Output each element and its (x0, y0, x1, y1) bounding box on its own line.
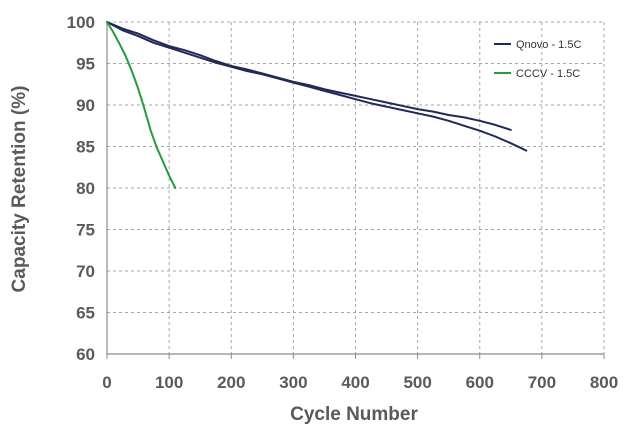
series-layer (106, 21, 528, 189)
x-tick-label: 100 (155, 373, 183, 392)
x-tick-label: 400 (341, 373, 369, 392)
series-line-qnovo-2 (106, 21, 528, 152)
series-line-cccv-3 (106, 21, 177, 189)
x-tick-label: 300 (279, 373, 307, 392)
legend-label: Qnovo - 1.5C (516, 39, 581, 51)
y-tick-label: 100 (67, 13, 95, 32)
x-tick-label: 0 (102, 373, 111, 392)
grid-layer (107, 21, 605, 354)
x-tick-label: 600 (466, 373, 494, 392)
x-tick-label: 700 (528, 373, 556, 392)
y-tick-label: 75 (76, 221, 95, 240)
y-tick-label: 95 (76, 55, 95, 74)
y-axis-title: Capacity Retention (%) (9, 86, 30, 293)
y-tick-label: 65 (76, 304, 95, 323)
series-line-qnovo-1 (106, 21, 512, 131)
x-axis-title: Cycle Number (290, 404, 418, 425)
x-tick-label: 200 (217, 373, 245, 392)
y-tick-label: 70 (76, 262, 95, 281)
y-tick-label: 85 (76, 138, 95, 157)
y-tick-label: 60 (76, 345, 95, 364)
x-tick-label: 500 (403, 373, 431, 392)
axis-layer (106, 22, 605, 359)
legend-label: CCCV - 1.5C (516, 68, 580, 80)
y-tick-label: 90 (76, 96, 95, 115)
legend: Qnovo - 1.5C CCCV - 1.5C (494, 39, 581, 80)
y-tick-label: 80 (76, 179, 95, 198)
x-tick-label: 800 (590, 373, 618, 392)
tick-label-layer: 0 100 200 300 400 500 600 700 800 60 65 70 75 80 85 90 9… (67, 13, 619, 392)
